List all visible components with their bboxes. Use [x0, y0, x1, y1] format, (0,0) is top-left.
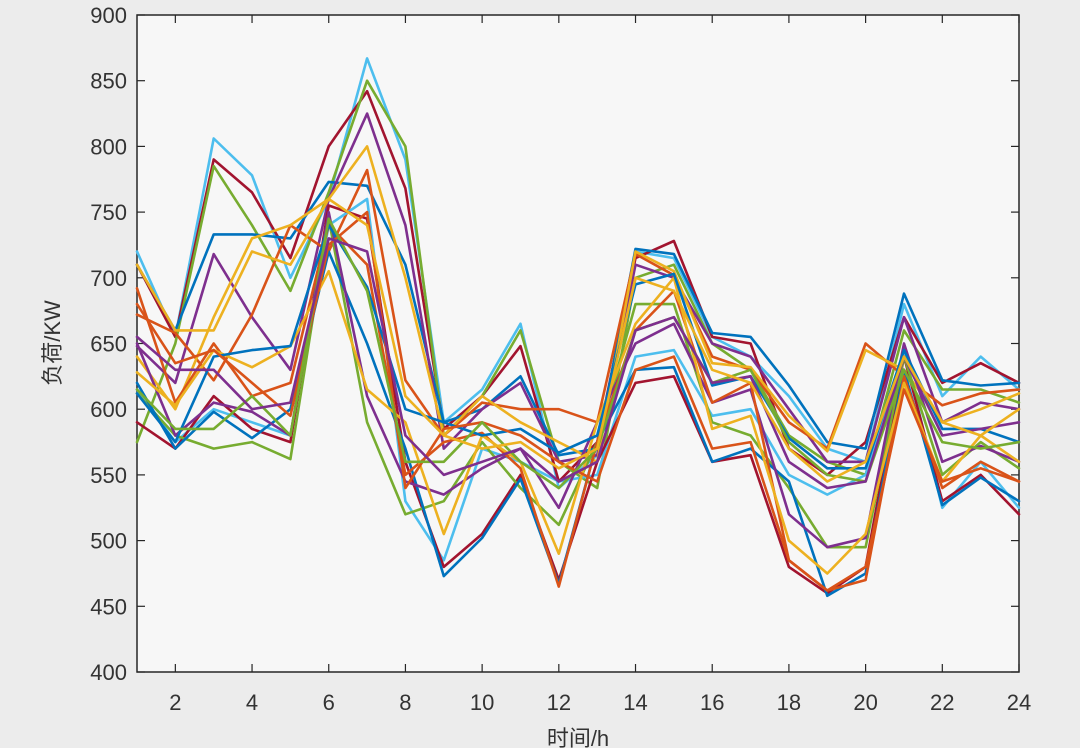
x-tick-label: 10	[470, 690, 494, 715]
x-tick-label: 4	[246, 690, 258, 715]
series-lines	[135, 57, 1021, 598]
x-tick-label: 24	[1007, 690, 1031, 715]
y-axis: 400 450 500 550 600 650 700 750 800 850 900	[90, 3, 1019, 685]
x-tick-label: 16	[700, 690, 724, 715]
x-tick-label: 2	[169, 690, 181, 715]
x-tick-label: 8	[399, 690, 411, 715]
x-axis-label: 时间/h	[547, 726, 609, 748]
y-tick-label: 400	[90, 660, 127, 685]
series-line-13	[135, 223, 1021, 592]
y-tick-label: 450	[90, 594, 127, 619]
x-tick-label: 22	[930, 690, 954, 715]
x-axis: 2 4 6 8 10 12 14 16 18 20 22 24	[169, 15, 1031, 715]
series-line-18	[135, 237, 1021, 490]
series-line-19	[135, 197, 1021, 483]
series-line-8	[135, 197, 1021, 562]
y-tick-label: 750	[90, 200, 127, 225]
series-line-6	[135, 168, 1021, 450]
y-tick-label: 500	[90, 529, 127, 554]
x-tick-label: 12	[547, 690, 571, 715]
y-tick-label: 650	[90, 332, 127, 357]
series-line-7	[135, 145, 1021, 464]
x-tick-label: 14	[623, 690, 647, 715]
y-tick-label: 900	[90, 3, 127, 28]
y-axis-label: 负荷/KW	[40, 300, 65, 386]
y-tick-label: 800	[90, 134, 127, 159]
series-line-15	[135, 223, 1021, 470]
x-tick-label: 20	[853, 690, 877, 715]
x-tick-label: 18	[777, 690, 801, 715]
series-line-14	[135, 269, 1021, 575]
plot-area	[136, 14, 1020, 673]
y-tick-label: 850	[90, 69, 127, 94]
x-tick-label: 6	[323, 690, 335, 715]
y-tick-label: 550	[90, 463, 127, 488]
y-tick-label: 700	[90, 266, 127, 291]
y-tick-label: 600	[90, 397, 127, 422]
